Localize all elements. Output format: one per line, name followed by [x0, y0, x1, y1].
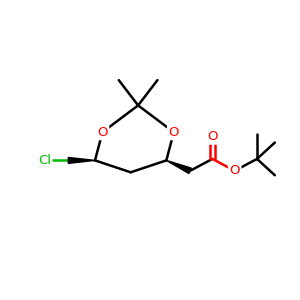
- Text: O: O: [97, 126, 108, 139]
- Text: O: O: [207, 130, 218, 143]
- Polygon shape: [166, 160, 191, 173]
- Text: Cl: Cl: [38, 154, 51, 167]
- Text: O: O: [169, 126, 179, 139]
- Text: O: O: [230, 164, 240, 177]
- Polygon shape: [68, 158, 95, 164]
